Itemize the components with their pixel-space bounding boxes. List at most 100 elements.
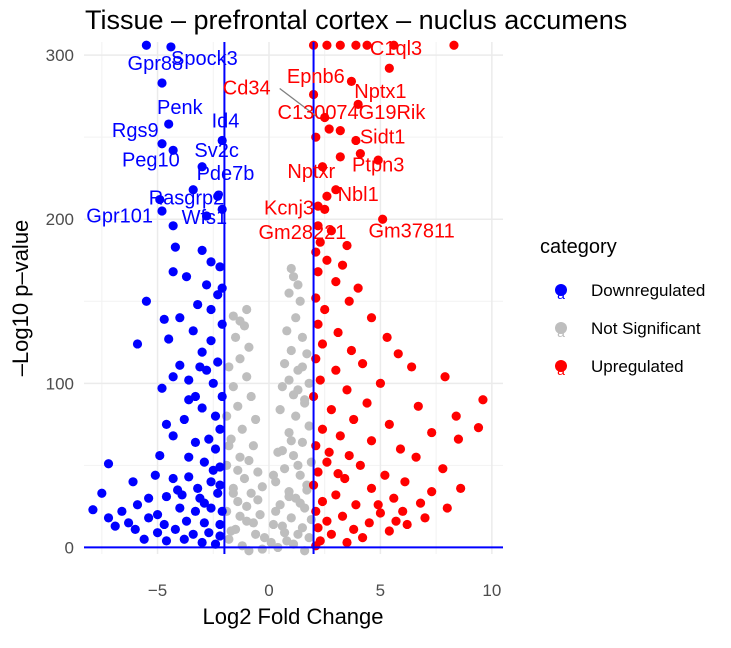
legend-entry-label: Downregulated	[591, 281, 705, 300]
gene-label: Gm37811	[368, 220, 454, 242]
data-point	[288, 450, 299, 461]
chart-title: Tissue – prefrontal cortex – nuclus accu…	[85, 5, 627, 35]
data-point	[286, 513, 296, 523]
data-point	[351, 500, 361, 510]
legend-key-glyph: a	[557, 286, 565, 302]
y-axis-ticks: 0 100 200 300	[46, 46, 74, 557]
data-point	[170, 242, 180, 252]
data-point	[204, 528, 214, 538]
gene-label: Nptx1	[354, 81, 406, 103]
data-point	[228, 488, 238, 498]
data-point	[215, 424, 225, 434]
data-point	[164, 119, 174, 129]
data-point	[413, 401, 423, 411]
data-point	[393, 349, 403, 359]
data-point	[375, 378, 386, 388]
data-point	[179, 414, 189, 425]
data-point	[438, 464, 448, 474]
data-point	[157, 139, 167, 149]
data-point	[340, 473, 350, 484]
data-point	[295, 296, 305, 306]
data-point	[349, 524, 359, 534]
data-point	[206, 503, 216, 513]
data-point	[168, 431, 178, 441]
data-point	[168, 145, 178, 155]
data-point	[275, 404, 285, 415]
data-point	[297, 523, 308, 533]
data-point	[244, 342, 254, 352]
data-point	[322, 255, 332, 265]
data-point	[161, 419, 172, 429]
data-point	[268, 470, 279, 480]
label-connector	[279, 87, 319, 119]
gene-label: Wfs1	[182, 207, 228, 229]
data-point	[279, 464, 290, 474]
data-point	[144, 493, 154, 503]
data-point	[251, 414, 261, 425]
data-point	[362, 40, 372, 50]
gene-label: Pde7b	[197, 163, 255, 185]
data-point	[246, 391, 256, 402]
data-point	[181, 272, 192, 282]
gene-label: C1ql3	[370, 38, 422, 60]
y-tick-label: 200	[46, 210, 74, 229]
data-point	[213, 488, 223, 498]
data-point	[320, 112, 330, 123]
data-point	[197, 162, 207, 172]
data-point	[237, 424, 247, 434]
data-point	[103, 459, 114, 469]
legend-key-point	[555, 284, 567, 296]
data-point	[326, 226, 336, 236]
data-point	[320, 204, 330, 214]
gene-label: Cd34	[223, 78, 271, 100]
data-point	[173, 485, 183, 495]
data-point	[291, 411, 301, 421]
data-point	[382, 332, 392, 342]
data-point	[351, 40, 361, 50]
data-point	[181, 516, 192, 526]
data-point	[324, 124, 334, 134]
legend-entry-label: Upregulated	[591, 357, 684, 376]
data-point	[320, 304, 330, 315]
data-point	[333, 468, 343, 479]
data-point	[291, 313, 301, 323]
data-point	[293, 280, 303, 290]
data-point	[295, 498, 305, 508]
gene-label: Gpr101	[86, 206, 153, 228]
data-point	[188, 529, 198, 539]
data-point	[391, 516, 401, 526]
data-point	[257, 482, 267, 492]
data-point	[366, 483, 377, 493]
data-point	[331, 365, 341, 375]
data-point	[322, 40, 332, 50]
data-point	[266, 537, 276, 548]
legend-key-point	[555, 322, 567, 334]
data-point	[293, 385, 303, 395]
data-point	[215, 480, 225, 490]
data-point	[208, 465, 218, 475]
data-point	[224, 441, 234, 451]
gene-label: Nptxr	[287, 161, 335, 183]
data-point	[233, 465, 243, 475]
gene-label: Sv2c	[194, 140, 238, 162]
data-point	[190, 437, 201, 448]
data-point	[253, 495, 263, 505]
data-point	[132, 339, 143, 349]
x-tick-label: −5	[148, 581, 167, 600]
gene-label: Kcnj3	[264, 197, 314, 219]
data-point	[132, 500, 143, 510]
data-point	[259, 532, 270, 543]
data-point	[88, 505, 98, 515]
data-point	[230, 332, 241, 342]
gene-label: Gpr88	[128, 53, 184, 75]
data-point	[197, 537, 207, 548]
data-point	[427, 427, 437, 438]
gene-label: Id4	[212, 110, 240, 132]
data-point	[304, 421, 314, 431]
data-point	[253, 467, 263, 477]
data-point	[159, 519, 169, 530]
data-point	[239, 473, 250, 484]
data-point	[271, 506, 281, 516]
data-point	[190, 391, 201, 402]
data-point	[175, 313, 185, 323]
